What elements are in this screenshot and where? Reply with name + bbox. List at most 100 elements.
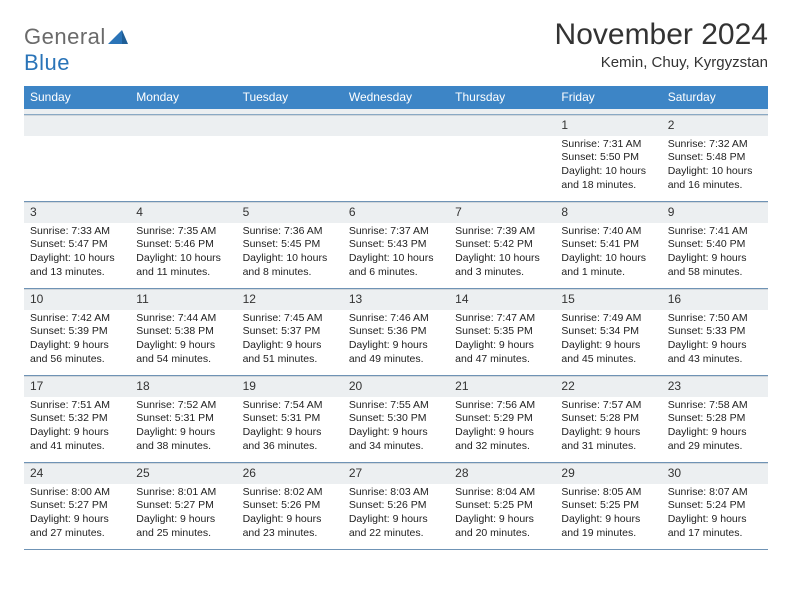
day-line-sr: Sunrise: 8:03 AM	[349, 486, 443, 500]
day-cell	[24, 115, 130, 201]
day-line-sr: Sunrise: 7:37 AM	[349, 225, 443, 239]
day-number: 12	[237, 289, 343, 310]
dow-cell: Monday	[130, 86, 236, 109]
day-line-ss: Sunset: 5:50 PM	[561, 151, 655, 165]
day-line-d2: and 18 minutes.	[561, 179, 655, 193]
day-line-d1: Daylight: 9 hours	[455, 339, 549, 353]
day-detail: Sunrise: 7:37 AMSunset: 5:43 PMDaylight:…	[343, 223, 449, 286]
month-title: November 2024	[555, 18, 768, 52]
day-line-d2: and 6 minutes.	[349, 266, 443, 280]
day-number: 1	[555, 115, 661, 136]
day-line-d1: Daylight: 9 hours	[30, 339, 124, 353]
day-line-sr: Sunrise: 7:57 AM	[561, 399, 655, 413]
day-number	[343, 115, 449, 136]
day-line-sr: Sunrise: 7:54 AM	[243, 399, 337, 413]
day-cell: 4Sunrise: 7:35 AMSunset: 5:46 PMDaylight…	[130, 202, 236, 288]
day-detail: Sunrise: 7:46 AMSunset: 5:36 PMDaylight:…	[343, 310, 449, 373]
day-line-d1: Daylight: 9 hours	[561, 339, 655, 353]
day-number: 7	[449, 202, 555, 223]
day-cell: 21Sunrise: 7:56 AMSunset: 5:29 PMDayligh…	[449, 376, 555, 462]
day-line-d1: Daylight: 9 hours	[668, 339, 762, 353]
day-cell: 24Sunrise: 8:00 AMSunset: 5:27 PMDayligh…	[24, 463, 130, 549]
day-line-sr: Sunrise: 7:46 AM	[349, 312, 443, 326]
day-detail: Sunrise: 8:02 AMSunset: 5:26 PMDaylight:…	[237, 484, 343, 547]
day-detail: Sunrise: 8:05 AMSunset: 5:25 PMDaylight:…	[555, 484, 661, 547]
day-line-ss: Sunset: 5:31 PM	[243, 412, 337, 426]
day-number	[130, 115, 236, 136]
day-cell: 16Sunrise: 7:50 AMSunset: 5:33 PMDayligh…	[662, 289, 768, 375]
day-line-sr: Sunrise: 8:00 AM	[30, 486, 124, 500]
day-line-d2: and 11 minutes.	[136, 266, 230, 280]
day-line-ss: Sunset: 5:39 PM	[30, 325, 124, 339]
day-line-d2: and 25 minutes.	[136, 527, 230, 541]
day-line-d2: and 32 minutes.	[455, 440, 549, 454]
logo: General Blue	[24, 24, 128, 76]
day-cell: 19Sunrise: 7:54 AMSunset: 5:31 PMDayligh…	[237, 376, 343, 462]
day-number: 19	[237, 376, 343, 397]
week-row: 1Sunrise: 7:31 AMSunset: 5:50 PMDaylight…	[24, 115, 768, 202]
day-cell	[130, 115, 236, 201]
day-number: 15	[555, 289, 661, 310]
day-line-d2: and 16 minutes.	[668, 179, 762, 193]
day-number: 26	[237, 463, 343, 484]
day-line-sr: Sunrise: 7:55 AM	[349, 399, 443, 413]
day-detail: Sunrise: 7:36 AMSunset: 5:45 PMDaylight:…	[237, 223, 343, 286]
day-line-d2: and 51 minutes.	[243, 353, 337, 367]
day-line-ss: Sunset: 5:31 PM	[136, 412, 230, 426]
day-cell: 5Sunrise: 7:36 AMSunset: 5:45 PMDaylight…	[237, 202, 343, 288]
day-line-ss: Sunset: 5:34 PM	[561, 325, 655, 339]
day-line-ss: Sunset: 5:37 PM	[243, 325, 337, 339]
day-line-sr: Sunrise: 7:51 AM	[30, 399, 124, 413]
day-detail: Sunrise: 7:45 AMSunset: 5:37 PMDaylight:…	[237, 310, 343, 373]
day-cell	[343, 115, 449, 201]
logo-word2: Blue	[24, 50, 70, 75]
day-line-d1: Daylight: 9 hours	[243, 426, 337, 440]
day-number: 5	[237, 202, 343, 223]
day-detail: Sunrise: 7:58 AMSunset: 5:28 PMDaylight:…	[662, 397, 768, 460]
week-row: 10Sunrise: 7:42 AMSunset: 5:39 PMDayligh…	[24, 289, 768, 376]
day-line-d1: Daylight: 9 hours	[349, 513, 443, 527]
day-line-ss: Sunset: 5:25 PM	[561, 499, 655, 513]
day-line-sr: Sunrise: 7:35 AM	[136, 225, 230, 239]
day-line-d1: Daylight: 9 hours	[668, 426, 762, 440]
day-detail: Sunrise: 7:32 AMSunset: 5:48 PMDaylight:…	[662, 136, 768, 199]
day-line-ss: Sunset: 5:29 PM	[455, 412, 549, 426]
day-line-d2: and 58 minutes.	[668, 266, 762, 280]
day-line-d2: and 17 minutes.	[668, 527, 762, 541]
day-cell: 6Sunrise: 7:37 AMSunset: 5:43 PMDaylight…	[343, 202, 449, 288]
day-detail: Sunrise: 7:54 AMSunset: 5:31 PMDaylight:…	[237, 397, 343, 460]
day-cell	[449, 115, 555, 201]
day-line-ss: Sunset: 5:46 PM	[136, 238, 230, 252]
day-line-d1: Daylight: 10 hours	[349, 252, 443, 266]
day-line-d2: and 41 minutes.	[30, 440, 124, 454]
day-line-d1: Daylight: 9 hours	[136, 513, 230, 527]
day-cell: 15Sunrise: 7:49 AMSunset: 5:34 PMDayligh…	[555, 289, 661, 375]
day-cell: 27Sunrise: 8:03 AMSunset: 5:26 PMDayligh…	[343, 463, 449, 549]
header: General Blue November 2024 Kemin, Chuy, …	[24, 18, 768, 76]
day-detail: Sunrise: 7:40 AMSunset: 5:41 PMDaylight:…	[555, 223, 661, 286]
day-number: 25	[130, 463, 236, 484]
day-number: 14	[449, 289, 555, 310]
day-number: 16	[662, 289, 768, 310]
day-cell: 12Sunrise: 7:45 AMSunset: 5:37 PMDayligh…	[237, 289, 343, 375]
day-detail: Sunrise: 7:50 AMSunset: 5:33 PMDaylight:…	[662, 310, 768, 373]
day-line-ss: Sunset: 5:27 PM	[136, 499, 230, 513]
day-number: 8	[555, 202, 661, 223]
day-line-d1: Daylight: 10 hours	[668, 165, 762, 179]
dow-cell: Saturday	[662, 86, 768, 109]
day-cell	[237, 115, 343, 201]
day-cell: 13Sunrise: 7:46 AMSunset: 5:36 PMDayligh…	[343, 289, 449, 375]
day-line-d1: Daylight: 9 hours	[455, 513, 549, 527]
day-number: 11	[130, 289, 236, 310]
day-number: 10	[24, 289, 130, 310]
day-detail: Sunrise: 7:57 AMSunset: 5:28 PMDaylight:…	[555, 397, 661, 460]
day-detail: Sunrise: 7:49 AMSunset: 5:34 PMDaylight:…	[555, 310, 661, 373]
day-line-ss: Sunset: 5:43 PM	[349, 238, 443, 252]
day-detail: Sunrise: 7:55 AMSunset: 5:30 PMDaylight:…	[343, 397, 449, 460]
day-line-ss: Sunset: 5:27 PM	[30, 499, 124, 513]
day-detail: Sunrise: 7:41 AMSunset: 5:40 PMDaylight:…	[662, 223, 768, 286]
day-line-ss: Sunset: 5:25 PM	[455, 499, 549, 513]
day-line-d1: Daylight: 9 hours	[136, 426, 230, 440]
day-detail: Sunrise: 7:47 AMSunset: 5:35 PMDaylight:…	[449, 310, 555, 373]
day-number: 30	[662, 463, 768, 484]
